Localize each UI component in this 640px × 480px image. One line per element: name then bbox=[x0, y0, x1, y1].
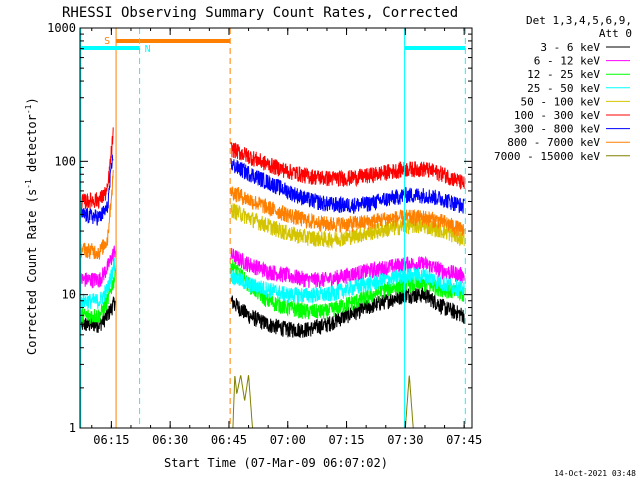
legend-label-25-50-kev: 25 - 50 keV bbox=[527, 82, 600, 95]
legend-label-7000-15000-kev: 7000 - 15000 keV bbox=[494, 150, 600, 163]
y-axis-label-sup2: -1 bbox=[24, 104, 33, 114]
series-12-25-kev-segment-0 bbox=[80, 268, 116, 325]
legend-label-3-6-kev: 3 - 6 keV bbox=[540, 41, 600, 54]
series-800-7000-kev-segment-0 bbox=[80, 169, 114, 260]
series-300-800-kev-segment-1 bbox=[230, 158, 465, 214]
series-3-6-kev-segment-0 bbox=[80, 296, 116, 333]
series-300-800-kev-segment-0 bbox=[80, 154, 114, 226]
x-axis: 06:15 06:30 06:45 07:00 07:15 07:30 07:45 bbox=[91, 28, 482, 447]
series-100-300-kev-segment-1 bbox=[230, 142, 465, 190]
x-tick-label-2: 06:45 bbox=[211, 433, 247, 447]
series-7000-15000-kev bbox=[232, 375, 414, 429]
y-axis-label-main: Corrected Count Rate (s bbox=[25, 189, 39, 355]
y-axis-label-mid: detector bbox=[25, 114, 39, 179]
series-12-25-kev-segment-1 bbox=[230, 259, 465, 320]
x-tick-label-1: 06:30 bbox=[152, 433, 188, 447]
x-tick-label-6: 07:45 bbox=[446, 433, 482, 447]
series-800-7000-kev bbox=[80, 169, 465, 260]
night-bar-0: N bbox=[80, 28, 151, 428]
legend-label-800-7000-kev: 800 - 7000 keV bbox=[507, 136, 600, 149]
legend-label-6-12-kev: 6 - 12 keV bbox=[534, 55, 601, 68]
attenuator-bar-0-label: S bbox=[104, 36, 110, 47]
x-tick-label-5: 07:30 bbox=[387, 433, 423, 447]
series-6-12-kev bbox=[80, 245, 465, 289]
footer-timestamp: 14-Oct-2021 03:48 bbox=[554, 469, 636, 478]
series-800-7000-kev-segment-1 bbox=[230, 186, 465, 237]
attenuator-bar-0: S bbox=[104, 28, 231, 428]
x-tick-label-3: 07:00 bbox=[270, 433, 306, 447]
y-tick-label-3: 1000 bbox=[47, 21, 76, 35]
y-tick-label-1: 10 bbox=[62, 288, 76, 302]
y-axis-label-sup1: -1 bbox=[24, 179, 33, 189]
chart-title: RHESSI Observing Summary Count Rates, Co… bbox=[62, 5, 458, 21]
plot-area: SN bbox=[80, 28, 466, 429]
legend-label-50-100-kev: 50 - 100 keV bbox=[521, 95, 601, 108]
series-12-25-kev bbox=[80, 259, 465, 325]
x-axis-label: Start Time (07-Mar-09 06:07:02) bbox=[164, 456, 388, 470]
legend-title-detectors: Det 1,3,4,5,6,9, bbox=[526, 14, 632, 27]
series-6-12-kev-segment-1 bbox=[230, 247, 465, 289]
x-tick-label-0: 06:15 bbox=[93, 433, 129, 447]
series-50-100-kev-segment-1 bbox=[230, 203, 465, 249]
y-tick-label-2: 100 bbox=[54, 154, 76, 168]
legend-label-100-300-kev: 100 - 300 keV bbox=[514, 109, 600, 122]
plot-frame bbox=[79, 27, 473, 429]
series-25-50-kev-segment-1 bbox=[230, 266, 465, 305]
series-50-100-kev bbox=[230, 203, 465, 249]
legend-title-attenuator: Att 0 bbox=[599, 27, 632, 40]
series-25-50-kev-segment-0 bbox=[80, 257, 116, 310]
series-25-50-kev bbox=[80, 257, 465, 310]
legend-label-300-800-kev: 300 - 800 keV bbox=[514, 123, 600, 136]
night-bar-1 bbox=[404, 28, 466, 428]
series-100-300-kev-segment-0 bbox=[80, 127, 114, 210]
x-tick-label-4: 07:15 bbox=[328, 433, 364, 447]
y-axis: 1 10 100 1000 bbox=[47, 21, 472, 435]
y-tick-label-0: 1 bbox=[69, 421, 76, 435]
y-axis-label-end: ) bbox=[25, 97, 39, 104]
night-bar-0-label: N bbox=[145, 44, 151, 55]
series-6-12-kev-segment-0 bbox=[80, 245, 116, 289]
y-axis-label: Corrected Count Rate (s-1 detector-1) bbox=[24, 97, 39, 355]
series-300-800-kev bbox=[80, 154, 465, 226]
series-100-300-kev bbox=[80, 127, 465, 210]
legend-label-12-25-kev: 12 - 25 keV bbox=[527, 68, 600, 81]
series-7000-15000-kev-segment-1 bbox=[232, 375, 414, 429]
